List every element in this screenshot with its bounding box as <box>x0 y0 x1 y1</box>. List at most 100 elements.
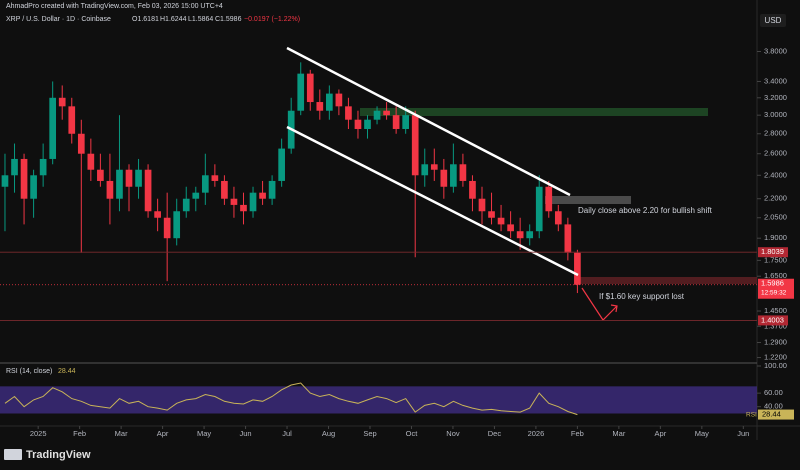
candle-body <box>526 231 534 239</box>
candle-body <box>58 97 66 107</box>
candle-body <box>297 73 305 111</box>
candle-body <box>306 73 314 103</box>
candle-body <box>77 133 85 154</box>
currency: USD <box>765 16 782 25</box>
candle-body <box>516 231 524 239</box>
ohlc-high: H1.6244 <box>160 16 187 23</box>
candle-body <box>97 169 104 181</box>
rsi-band <box>0 386 757 414</box>
candle-body <box>459 164 467 181</box>
candle-body <box>201 175 209 193</box>
candle-body <box>316 102 324 111</box>
symbol: XRP / U.S. Dollar · 1D · Coinbase <box>6 16 111 23</box>
candle-body <box>221 180 228 199</box>
rsi-tag-value: 28.44 <box>762 410 781 419</box>
ohlc-low: L1.5864 <box>188 16 213 23</box>
price-tag-label: 1.8039 <box>761 247 784 256</box>
projection-arrow <box>581 287 618 321</box>
y-tick-label: 1.2200 <box>764 353 787 362</box>
arrow-head <box>610 304 618 313</box>
candle-body <box>106 180 114 199</box>
candle-body <box>345 106 352 120</box>
candle-body <box>144 169 152 212</box>
candle-body <box>392 115 400 129</box>
candle-body <box>259 192 266 199</box>
y-tick-label: 1.2900 <box>764 338 787 347</box>
currency-box <box>760 14 786 27</box>
y-tick-label: 2.2000 <box>764 194 787 203</box>
rsi-line <box>4 382 578 416</box>
candle-body <box>39 158 47 176</box>
brand: TradingView <box>26 449 91 461</box>
candle-body <box>211 175 219 181</box>
candle-body <box>430 164 438 170</box>
y-tick-label: 1.6500 <box>764 271 787 280</box>
candle-body <box>49 97 57 159</box>
countdown: 12:59:32 <box>761 289 787 296</box>
candle-body <box>20 158 28 199</box>
credit: AhmadPro created with TradingView.com, F… <box>6 3 223 10</box>
candle-body <box>249 192 257 212</box>
rsi-tag: RSI <box>746 411 757 418</box>
rsi-title: RSI (14, close) <box>6 368 52 375</box>
x-tick-label: Nov <box>446 429 460 438</box>
candle-body <box>154 211 161 218</box>
candle-body <box>125 169 133 187</box>
y-tick-label: 2.6000 <box>764 149 787 158</box>
candle-body <box>421 164 429 176</box>
price-tag <box>758 315 788 326</box>
candle-body <box>383 110 390 116</box>
x-tick-label: Jun <box>737 429 749 438</box>
candle-body <box>135 169 142 187</box>
resistance-zone <box>545 196 631 204</box>
x-tick-label: May <box>197 429 211 438</box>
candle-body <box>554 211 562 225</box>
y-tick-label: 3.2000 <box>764 93 787 102</box>
x-tick-label: Feb <box>73 429 86 438</box>
candle-body <box>373 110 381 120</box>
y-tick-label: 3.0000 <box>764 110 787 119</box>
candle-body <box>87 153 95 170</box>
x-tick-label: Apr <box>655 429 667 438</box>
last-price-tag <box>758 278 794 299</box>
candle-body <box>440 169 448 187</box>
candle-body <box>116 169 123 199</box>
channel-lower <box>286 125 579 277</box>
candle-body <box>30 175 37 199</box>
candle-body <box>335 93 343 107</box>
candle-body <box>230 198 238 205</box>
x-tick-label: Mar <box>612 429 625 438</box>
candle-body <box>411 115 419 176</box>
candle-body <box>268 180 276 199</box>
candle-body <box>182 198 190 212</box>
annotation: If $1.60 key support lost <box>599 292 685 301</box>
candle-body <box>173 211 181 239</box>
candle-body <box>478 198 486 212</box>
support-zone <box>580 277 757 284</box>
candle-body <box>402 115 410 129</box>
candle-body <box>507 224 514 232</box>
rsi-tick-label: 100.00 <box>764 361 787 370</box>
rsi-tick-label: 60.00 <box>764 388 783 397</box>
candle-body <box>574 252 581 285</box>
candle-body <box>450 164 457 187</box>
candle-body <box>535 186 543 232</box>
y-tick-label: 2.0500 <box>764 213 787 222</box>
ohlc-open: O1.6181 <box>132 16 159 23</box>
x-tick-label: Apr <box>157 429 169 438</box>
candle-body <box>545 186 553 212</box>
candle-body <box>11 158 18 176</box>
x-tick-label: Dec <box>488 429 502 438</box>
ohlc-change: −0.0197 (−1.22%) <box>244 16 300 23</box>
candle-body <box>68 106 76 134</box>
y-tick-label: 1.7500 <box>764 255 787 264</box>
x-tick-label: Mar <box>115 429 128 438</box>
y-tick-label: 1.4500 <box>764 306 787 315</box>
candle-body <box>364 119 371 129</box>
last-price-label: 1.5986 <box>761 279 784 288</box>
candle-body <box>163 217 171 239</box>
x-tick-label: Sep <box>363 429 376 438</box>
y-tick-label: 1.9000 <box>764 233 787 242</box>
x-tick-label: Feb <box>571 429 584 438</box>
